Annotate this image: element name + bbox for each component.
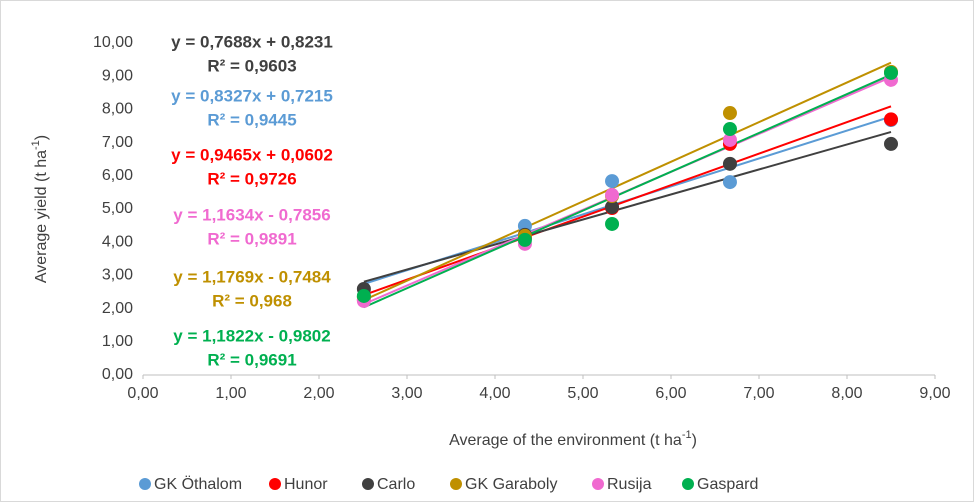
x-tick-label: 1,00 — [215, 385, 246, 402]
y-tick-label: 6,00 — [102, 167, 133, 184]
x-axis-title-part: -1 — [682, 429, 692, 441]
legend-label: Rusija — [607, 476, 652, 493]
y-tick-label: 0,00 — [102, 366, 133, 383]
y-tick-label: 7,00 — [102, 134, 133, 151]
trendline — [363, 73, 892, 309]
point — [884, 136, 898, 151]
point — [605, 216, 620, 231]
x-tick-label: 3,00 — [391, 385, 422, 402]
point — [884, 112, 898, 127]
y-tick-label: 5,00 — [102, 200, 133, 217]
trend-equation: y = 1,1769x - 0,7484 — [173, 267, 331, 286]
legend-marker — [682, 478, 694, 490]
point — [605, 200, 620, 215]
y-axis-title-part: ) — [33, 135, 50, 140]
x-axis-title-part: Average of the environment (t ha — [449, 432, 682, 449]
legend-marker — [592, 478, 604, 490]
x-tick-label: 0,00 — [127, 385, 158, 402]
y-axis-title-part: Average yield (t ha — [33, 150, 50, 283]
trend-equation: y = 1,1634x - 0,7856 — [173, 205, 330, 224]
y-tick-label: 3,00 — [102, 267, 133, 284]
trend-r2: R² = 0,9891 — [207, 229, 296, 248]
x-tick-label: 2,00 — [303, 385, 334, 402]
point — [722, 156, 737, 171]
trend-r2: R² = 0,9726 — [207, 169, 296, 188]
trend-r2: R² = 0,9445 — [207, 110, 296, 129]
x-tick-label: 8,00 — [831, 385, 862, 402]
point — [722, 106, 737, 121]
point — [605, 174, 620, 189]
trendline — [363, 130, 892, 283]
x-tick-label: 4,00 — [479, 385, 510, 402]
trend-r2: R² = 0,968 — [212, 291, 292, 310]
legend-label: Carlo — [377, 476, 415, 493]
legend-label: GK Garaboly — [465, 476, 557, 493]
point — [722, 175, 737, 190]
y-tick-label: 1,00 — [102, 333, 133, 350]
x-tick-label: 5,00 — [567, 385, 598, 402]
trend-equation: y = 0,8327x + 0,7215 — [171, 86, 333, 105]
trend-equation: y = 0,9465x + 0,0602 — [171, 145, 333, 164]
y-tick-label: 8,00 — [102, 101, 133, 118]
y-tick-label: 4,00 — [102, 233, 133, 250]
y-tick-label: 9,00 — [102, 67, 133, 84]
legend-label: GK Öthalom — [154, 475, 242, 493]
legend-marker — [362, 478, 374, 490]
legend-label: Gaspard — [697, 476, 758, 493]
trendline — [363, 105, 892, 297]
legend-label: Hunor — [284, 476, 328, 493]
legend-marker — [269, 478, 281, 490]
x-tick-label: 6,00 — [655, 385, 686, 402]
x-axis-title-part: ) — [692, 432, 697, 449]
legend-marker — [450, 478, 462, 490]
trend-r2: R² = 0,9691 — [207, 350, 296, 369]
point — [722, 121, 737, 136]
x-tick-label: 9,00 — [919, 385, 950, 402]
point — [722, 132, 737, 147]
point — [356, 288, 371, 303]
trendline — [363, 61, 892, 302]
x-tick-label: 7,00 — [743, 385, 774, 402]
trend-equation: y = 0,7688x + 0,8231 — [171, 32, 333, 51]
trend-equation: y = 1,1822x - 0,9802 — [173, 326, 330, 345]
legend-marker — [139, 478, 151, 490]
x-axis-title: Average of the environment (t ha-1) — [449, 429, 697, 449]
trend-r2: R² = 0,9603 — [207, 56, 296, 75]
y-axis-title: Average yield (t ha-1) — [30, 135, 50, 283]
y-axis-title-part: -1 — [30, 140, 42, 150]
point — [517, 232, 532, 247]
y-tick-label: 2,00 — [102, 300, 133, 317]
y-tick-label: 10,00 — [93, 34, 133, 51]
point — [884, 65, 898, 80]
point — [605, 188, 620, 203]
